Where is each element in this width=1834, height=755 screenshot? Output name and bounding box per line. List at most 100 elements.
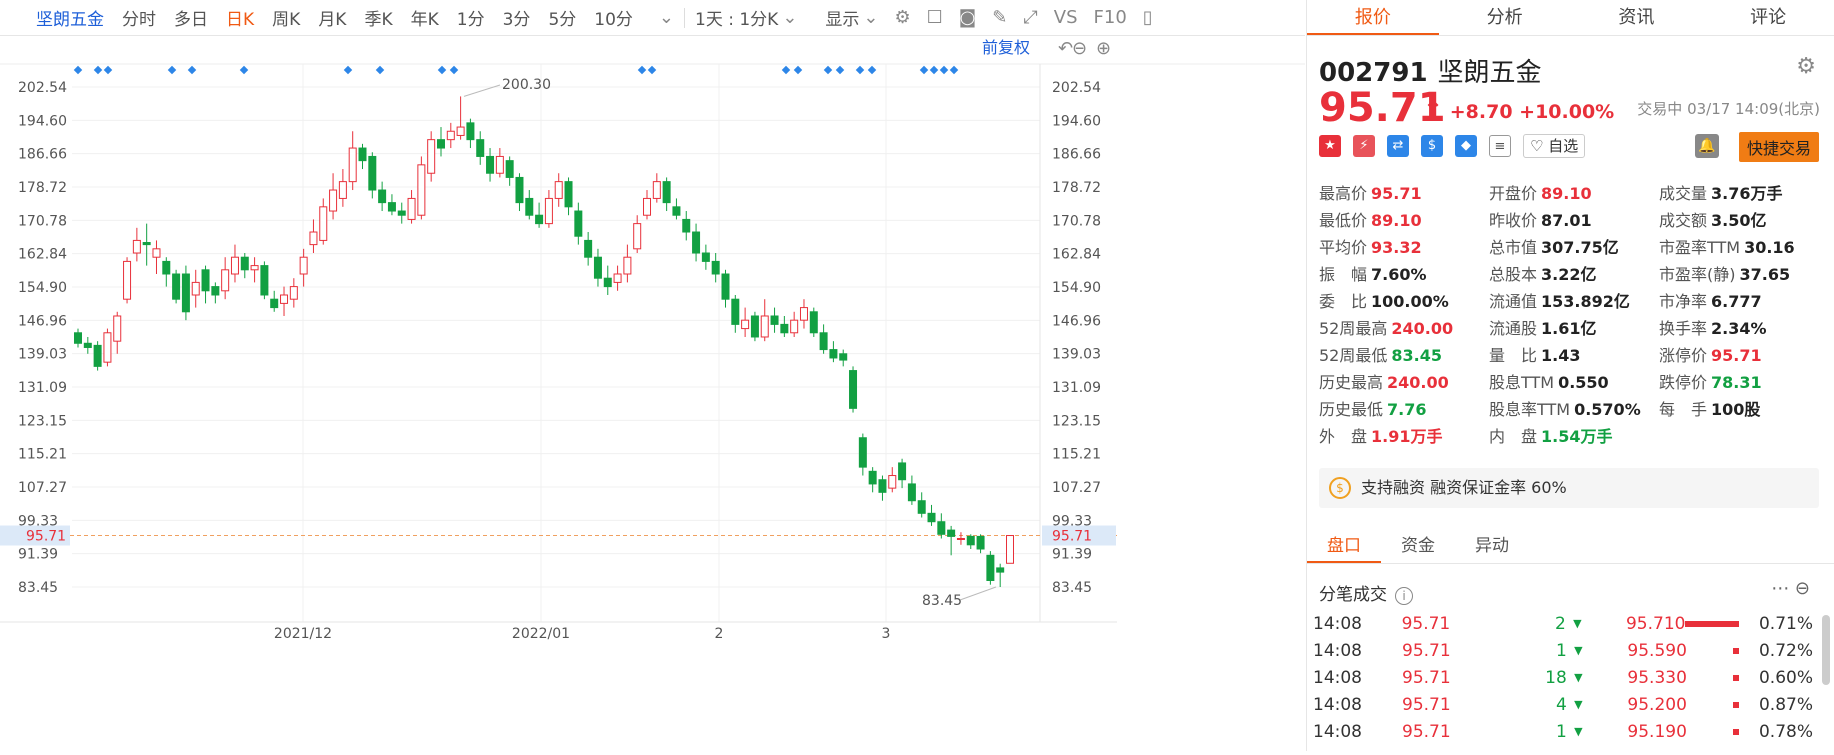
watchlist-button[interactable]: ♡ 自选 — [1523, 134, 1586, 158]
run-icon[interactable]: ⚡ — [1353, 135, 1375, 157]
tag-icon[interactable]: ◆ — [1455, 135, 1477, 157]
tab-分时[interactable]: 分时 — [122, 10, 156, 30]
tab-日K[interactable]: 日K — [226, 10, 255, 30]
chevron-down-icon[interactable]: ⌄ — [658, 7, 674, 28]
more-icon[interactable]: ⋯ ⊖ — [1771, 578, 1810, 599]
candle-body — [456, 126, 465, 136]
up-arrow-icon: ↑ — [1423, 96, 1444, 124]
stat-label: 流通值 — [1489, 291, 1538, 311]
candle-body — [986, 554, 995, 581]
candle-body — [436, 139, 445, 149]
square-icon[interactable]: ☐ — [926, 7, 943, 28]
range-select[interactable]: 1天 : 1分K — [695, 10, 779, 30]
stat-cell: 历史最低 7.76 — [1319, 396, 1489, 420]
candle-body — [201, 269, 210, 292]
info-icon[interactable]: i — [1395, 587, 1413, 605]
tab-周K[interactable]: 周K — [272, 10, 301, 30]
quote-tabs: 报价 分析 资讯 评论 — [1307, 0, 1834, 36]
candle-body — [682, 218, 691, 233]
camera-icon[interactable]: ◙ — [958, 7, 977, 28]
display-menu[interactable]: 显示 — [825, 10, 860, 30]
gear-icon[interactable]: ⚙ — [894, 7, 911, 28]
candle-body — [839, 353, 848, 361]
kline-chart-area[interactable]: 202.54 202.54 194.60 194.60 186.66 186.66 178.… — [0, 37, 1305, 751]
candle-body — [858, 437, 867, 468]
candle-body — [486, 155, 495, 174]
stat-value: 3.22亿 — [1541, 264, 1597, 284]
stats-row: 52周最高 240.00 流通股 1.61亿 换手率 2.34% — [1319, 313, 1829, 340]
zoom-in-icon[interactable]: ⊕ — [1096, 38, 1111, 59]
tab-月K[interactable]: 月K — [318, 10, 347, 30]
quote-tab-评论[interactable]: 评论 — [1750, 7, 1787, 28]
stat-value: 87.01 — [1541, 210, 1592, 230]
tab-10分[interactable]: 10分 — [594, 10, 633, 30]
candle-body — [662, 181, 671, 204]
candle-body — [996, 567, 1005, 573]
quote-tab-分析[interactable]: 分析 — [1486, 7, 1523, 28]
note-icon[interactable]: ≡ — [1489, 135, 1511, 157]
bell-icon[interactable]: 🔔 — [1695, 134, 1719, 158]
stat-cell: 平均价 93.32 — [1319, 234, 1489, 258]
margin-info: $ 支持融资 融资保证金率 60% — [1319, 468, 1819, 508]
tab-3分[interactable]: 3分 — [502, 10, 531, 30]
tab-年K[interactable]: 年K — [410, 10, 439, 30]
event-marker — [929, 65, 939, 75]
tab-1分[interactable]: 1分 — [456, 10, 485, 30]
zoom-out-icon[interactable]: ⊖ — [1072, 38, 1087, 59]
sub-tab-异动[interactable]: 异动 — [1475, 536, 1509, 556]
adjust-label[interactable]: 前复权 — [982, 38, 1030, 57]
panel-icon[interactable]: ▯ — [1142, 7, 1153, 28]
event-marker — [437, 65, 447, 75]
tick-pct: 0.60% — [1758, 667, 1813, 688]
tab-多日[interactable]: 多日 — [174, 10, 208, 30]
chevron-down-icon[interactable]: ⌄ — [863, 7, 879, 28]
pencil-icon[interactable]: ✎ — [992, 7, 1008, 28]
vs-button[interactable]: VS — [1053, 7, 1078, 28]
sub-tab-资金[interactable]: 资金 — [1401, 536, 1435, 556]
stat-cell: 振 幅 7.60% — [1319, 261, 1489, 285]
shuffle-icon[interactable]: ⇄ — [1387, 135, 1409, 157]
scrollbar[interactable] — [1822, 615, 1830, 685]
tab-5分[interactable]: 5分 — [548, 10, 577, 30]
stat-value: 1.43 — [1541, 345, 1581, 365]
stat-cell: 历史最高 240.00 — [1319, 369, 1489, 393]
event-marker — [835, 65, 845, 75]
tick-pct: 0.87% — [1758, 694, 1813, 715]
stat-value: 6.777 — [1711, 291, 1762, 311]
tick-bar — [1685, 620, 1745, 627]
candle-body — [643, 197, 652, 216]
quote-tab-资讯[interactable]: 资讯 — [1618, 7, 1655, 28]
candle-body — [956, 538, 965, 541]
event-marker — [239, 65, 249, 75]
tick-bid: 95.710 — [1625, 613, 1686, 634]
stat-cell: 52周最高 240.00 — [1319, 315, 1489, 339]
chevron-down-icon[interactable]: ⌄ — [782, 7, 798, 28]
event-marker — [73, 65, 83, 75]
dollar-icon[interactable]: $ — [1421, 135, 1443, 157]
stat-label: 最高价 — [1319, 183, 1368, 203]
tick-volume: 4 — [1555, 694, 1567, 715]
expand-icon[interactable]: ⤢ — [1023, 7, 1038, 28]
gear-icon[interactable]: ⚙ — [1796, 54, 1816, 79]
candle-body — [230, 256, 239, 275]
undo-icon[interactable]: ↶ — [1058, 38, 1073, 59]
flag-icon[interactable]: ★ — [1319, 135, 1341, 157]
stock-name-link[interactable]: 坚朗五金 — [36, 10, 104, 30]
candle-body — [613, 273, 622, 283]
tab-季K[interactable]: 季K — [364, 10, 393, 30]
candle-body — [191, 281, 200, 296]
kline-chart[interactable]: 202.54 202.54 194.60 194.60 186.66 186.66 178.… — [0, 37, 1305, 751]
quote-tab-报价[interactable]: 报价 — [1307, 0, 1439, 35]
stat-value: 100.00% — [1371, 291, 1449, 311]
stats-row: 历史最低 7.76 股息率TTM 0.570% 每 手 100股 — [1319, 394, 1829, 421]
candle-body — [329, 189, 338, 212]
candle-body — [348, 147, 357, 183]
event-marker — [343, 65, 353, 75]
tick-bar — [1687, 674, 1745, 681]
sub-tab-盘口[interactable]: 盘口 — [1307, 528, 1381, 563]
fast-trade-button[interactable]: 快捷交易 — [1739, 132, 1820, 162]
f10-button[interactable]: F10 — [1093, 7, 1127, 28]
tick-row: 14:08 95.71 1 ▼ 95.190 0.78% — [1313, 718, 1813, 745]
candle-body — [446, 130, 455, 141]
stat-value: 1.61亿 — [1541, 318, 1597, 338]
